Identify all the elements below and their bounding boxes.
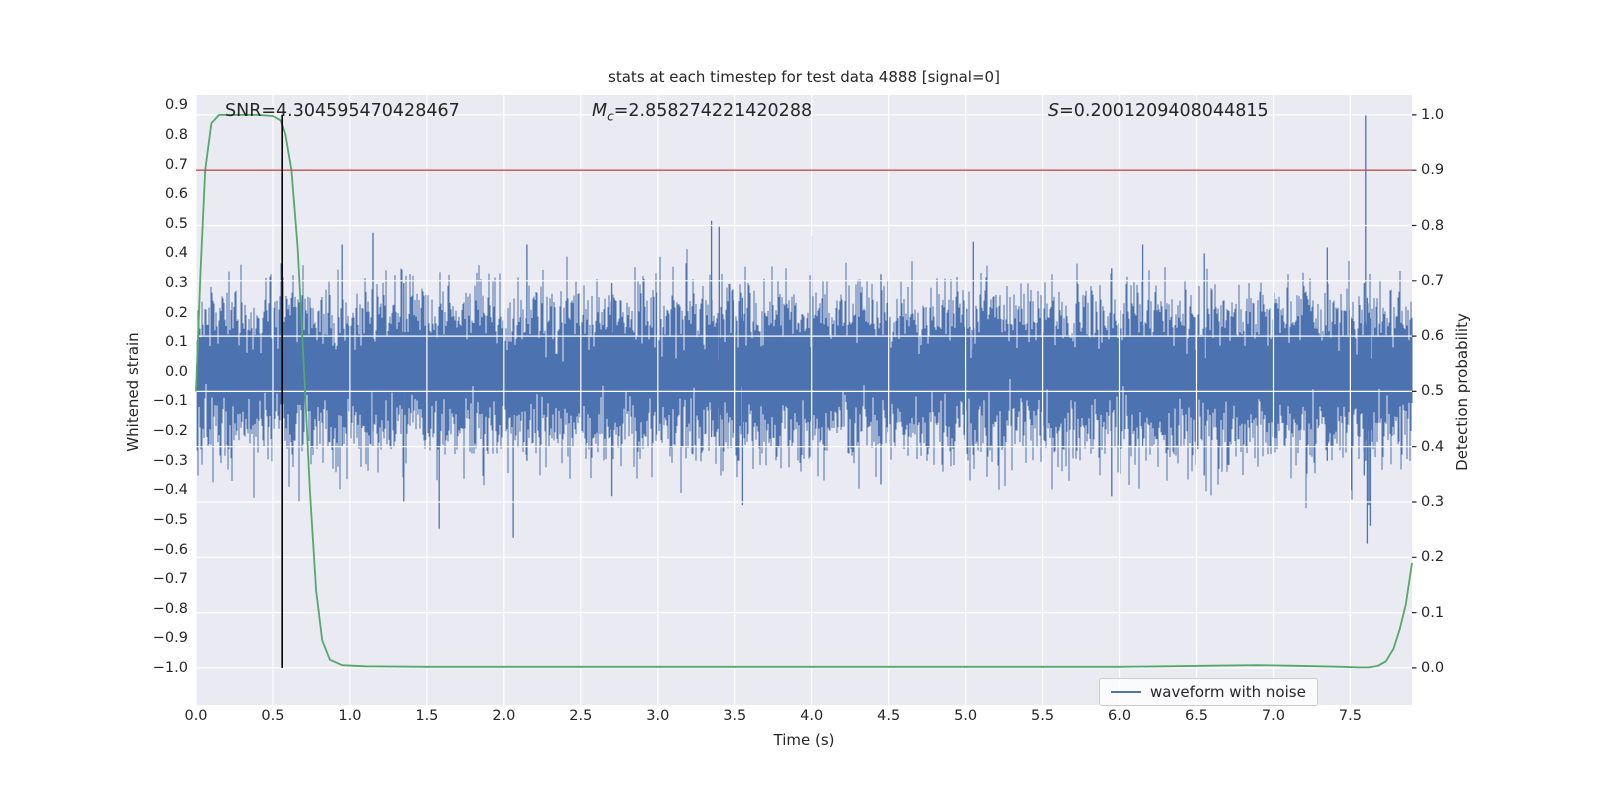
probability-series — [195, 114, 1413, 669]
annotation-score: S=0.2001209408044815 — [1048, 101, 1269, 121]
left-y-tick-label: −0.5 — [152, 511, 188, 528]
annotation-snr-value: =4.304595470428467 — [261, 101, 460, 121]
x-tick-label: 5.5 — [1031, 708, 1055, 724]
chart-title: stats at each timestep for test data 488… — [608, 68, 1000, 86]
annotation-chirp-mass-symbol: M — [592, 101, 608, 121]
annotation-snr-label: SNR — [225, 101, 262, 121]
right-y-tick-label: 0.3 — [1421, 494, 1445, 511]
left-y-tick-label: −0.3 — [152, 452, 188, 469]
x-axis-label: Time (s) — [773, 731, 835, 749]
x-tick-label: 0.0 — [184, 708, 208, 724]
left-y-tick-label: −0.8 — [152, 600, 188, 617]
left-y-tick-label: −0.4 — [152, 482, 188, 499]
left-y-tick-label: 0.3 — [164, 275, 188, 292]
right-y-tick-label: 0.6 — [1421, 328, 1445, 345]
left-y-tick-label: −0.2 — [152, 423, 188, 440]
x-tick-label: 3.5 — [723, 708, 747, 724]
left-y-tick-label: 0.7 — [164, 156, 188, 173]
x-tick-label: 3.0 — [646, 708, 670, 724]
right-axis-tick-marks — [1412, 114, 1417, 669]
left-y-tick-label: 0.1 — [164, 334, 188, 351]
x-tick-label: 6.0 — [1108, 708, 1132, 724]
annotation-score-value: =0.2001209408044815 — [1059, 101, 1269, 121]
left-y-tick-label: −0.7 — [152, 571, 188, 588]
annotation-snr: SNR=4.304595470428467 — [225, 101, 460, 121]
x-tick-label: 4.5 — [877, 708, 901, 724]
grid-lines — [195, 95, 1412, 705]
x-tick-label: 4.0 — [800, 708, 824, 724]
x-tick-label: 0.5 — [261, 708, 285, 724]
left-y-tick-label: −0.1 — [152, 393, 188, 410]
annotation-score-symbol: S — [1048, 101, 1060, 121]
x-tick-label: 2.5 — [569, 708, 593, 724]
left-y-tick-label: 0.5 — [164, 215, 188, 232]
left-y-tick-label: 0.0 — [164, 363, 188, 380]
left-y-tick-label: 0.8 — [164, 126, 188, 143]
x-tick-label: 2.0 — [492, 708, 516, 724]
right-y-tick-label: 0.5 — [1421, 383, 1445, 400]
annotation-chirp-mass: Mc=2.858274221420288 — [592, 101, 812, 124]
left-y-tick-label: −0.6 — [152, 541, 188, 558]
legend-line-sample — [1111, 691, 1141, 693]
x-tick-label: 1.5 — [415, 708, 439, 724]
x-tick-label: 6.5 — [1184, 708, 1209, 724]
annotation-chirp-mass-subscript: c — [607, 109, 614, 124]
right-y-tick-label: 0.0 — [1421, 659, 1445, 676]
left-y-tick-label: 0.9 — [164, 97, 188, 114]
right-y-tick-label: 0.8 — [1421, 217, 1445, 234]
right-y-tick-label: 0.1 — [1421, 604, 1445, 621]
x-tick-label: 7.5 — [1338, 708, 1362, 724]
x-tick-label: 5.0 — [954, 708, 978, 724]
y-axis-label-right: Detection probability — [1453, 313, 1471, 471]
right-y-tick-label: 0.9 — [1421, 162, 1445, 179]
annotation-chirp-mass-value: =2.858274221420288 — [613, 101, 813, 121]
right-y-tick-label: 0.4 — [1421, 438, 1445, 455]
left-y-tick-label: 0.4 — [164, 245, 188, 262]
right-y-tick-label: 0.7 — [1421, 272, 1445, 289]
right-y-tick-label: 0.2 — [1421, 549, 1445, 566]
left-y-tick-label: 0.2 — [164, 304, 188, 321]
legend-label: waveform with noise — [1150, 683, 1306, 701]
left-y-tick-label: 0.6 — [164, 186, 188, 203]
legend: waveform with noise — [1099, 678, 1318, 706]
right-y-tick-label: 1.0 — [1421, 106, 1445, 123]
x-tick-label: 1.0 — [338, 708, 362, 724]
left-y-tick-label: −1.0 — [152, 659, 188, 676]
waveform-spikes — [341, 114, 1372, 544]
x-tick-label: 7.0 — [1261, 708, 1285, 724]
left-y-tick-label: −0.9 — [152, 630, 188, 647]
